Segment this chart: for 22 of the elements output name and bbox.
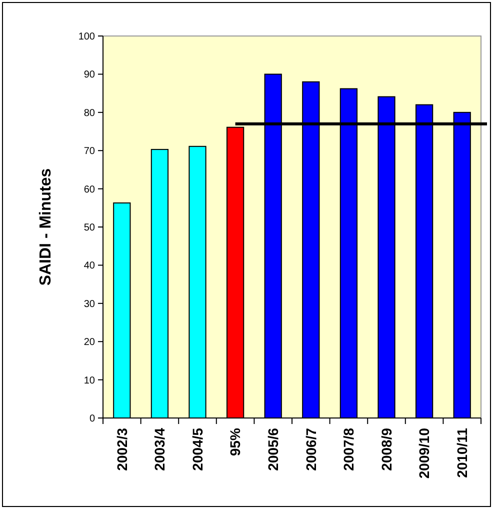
y-tick-label: 10 <box>84 375 96 386</box>
x-tick-label: 95% <box>227 427 244 456</box>
y-tick-label: 100 <box>78 32 96 42</box>
x-tick-label: 2009/10 <box>416 428 432 479</box>
x-tick-label: 2007/8 <box>340 428 357 471</box>
x-tick-label: 2003/4 <box>152 428 168 471</box>
y-tick-label: 30 <box>84 298 96 310</box>
x-tick-label: 2006/7 <box>302 428 319 471</box>
y-tick-label: 60 <box>84 184 96 196</box>
y-axis-title: SAIDI - Minutes <box>38 168 55 286</box>
x-tick-label: 2004/5 <box>189 428 206 471</box>
y-tick-label: 80 <box>84 108 96 119</box>
x-tick-label: 2008/9 <box>378 428 394 471</box>
y-tick-label: 50 <box>84 222 96 234</box>
y-tick-label: 90 <box>84 70 96 81</box>
y-tick-label: 70 <box>84 146 96 158</box>
y-tick-label: 0 <box>89 414 96 424</box>
x-tick-label: 2005/6 <box>265 428 281 471</box>
y-tick-label: 20 <box>84 337 96 348</box>
x-tick-label: 2010/11 <box>454 428 470 478</box>
y-tick-label: 40 <box>84 260 96 272</box>
x-tick-label: 2002/3 <box>114 428 130 471</box>
